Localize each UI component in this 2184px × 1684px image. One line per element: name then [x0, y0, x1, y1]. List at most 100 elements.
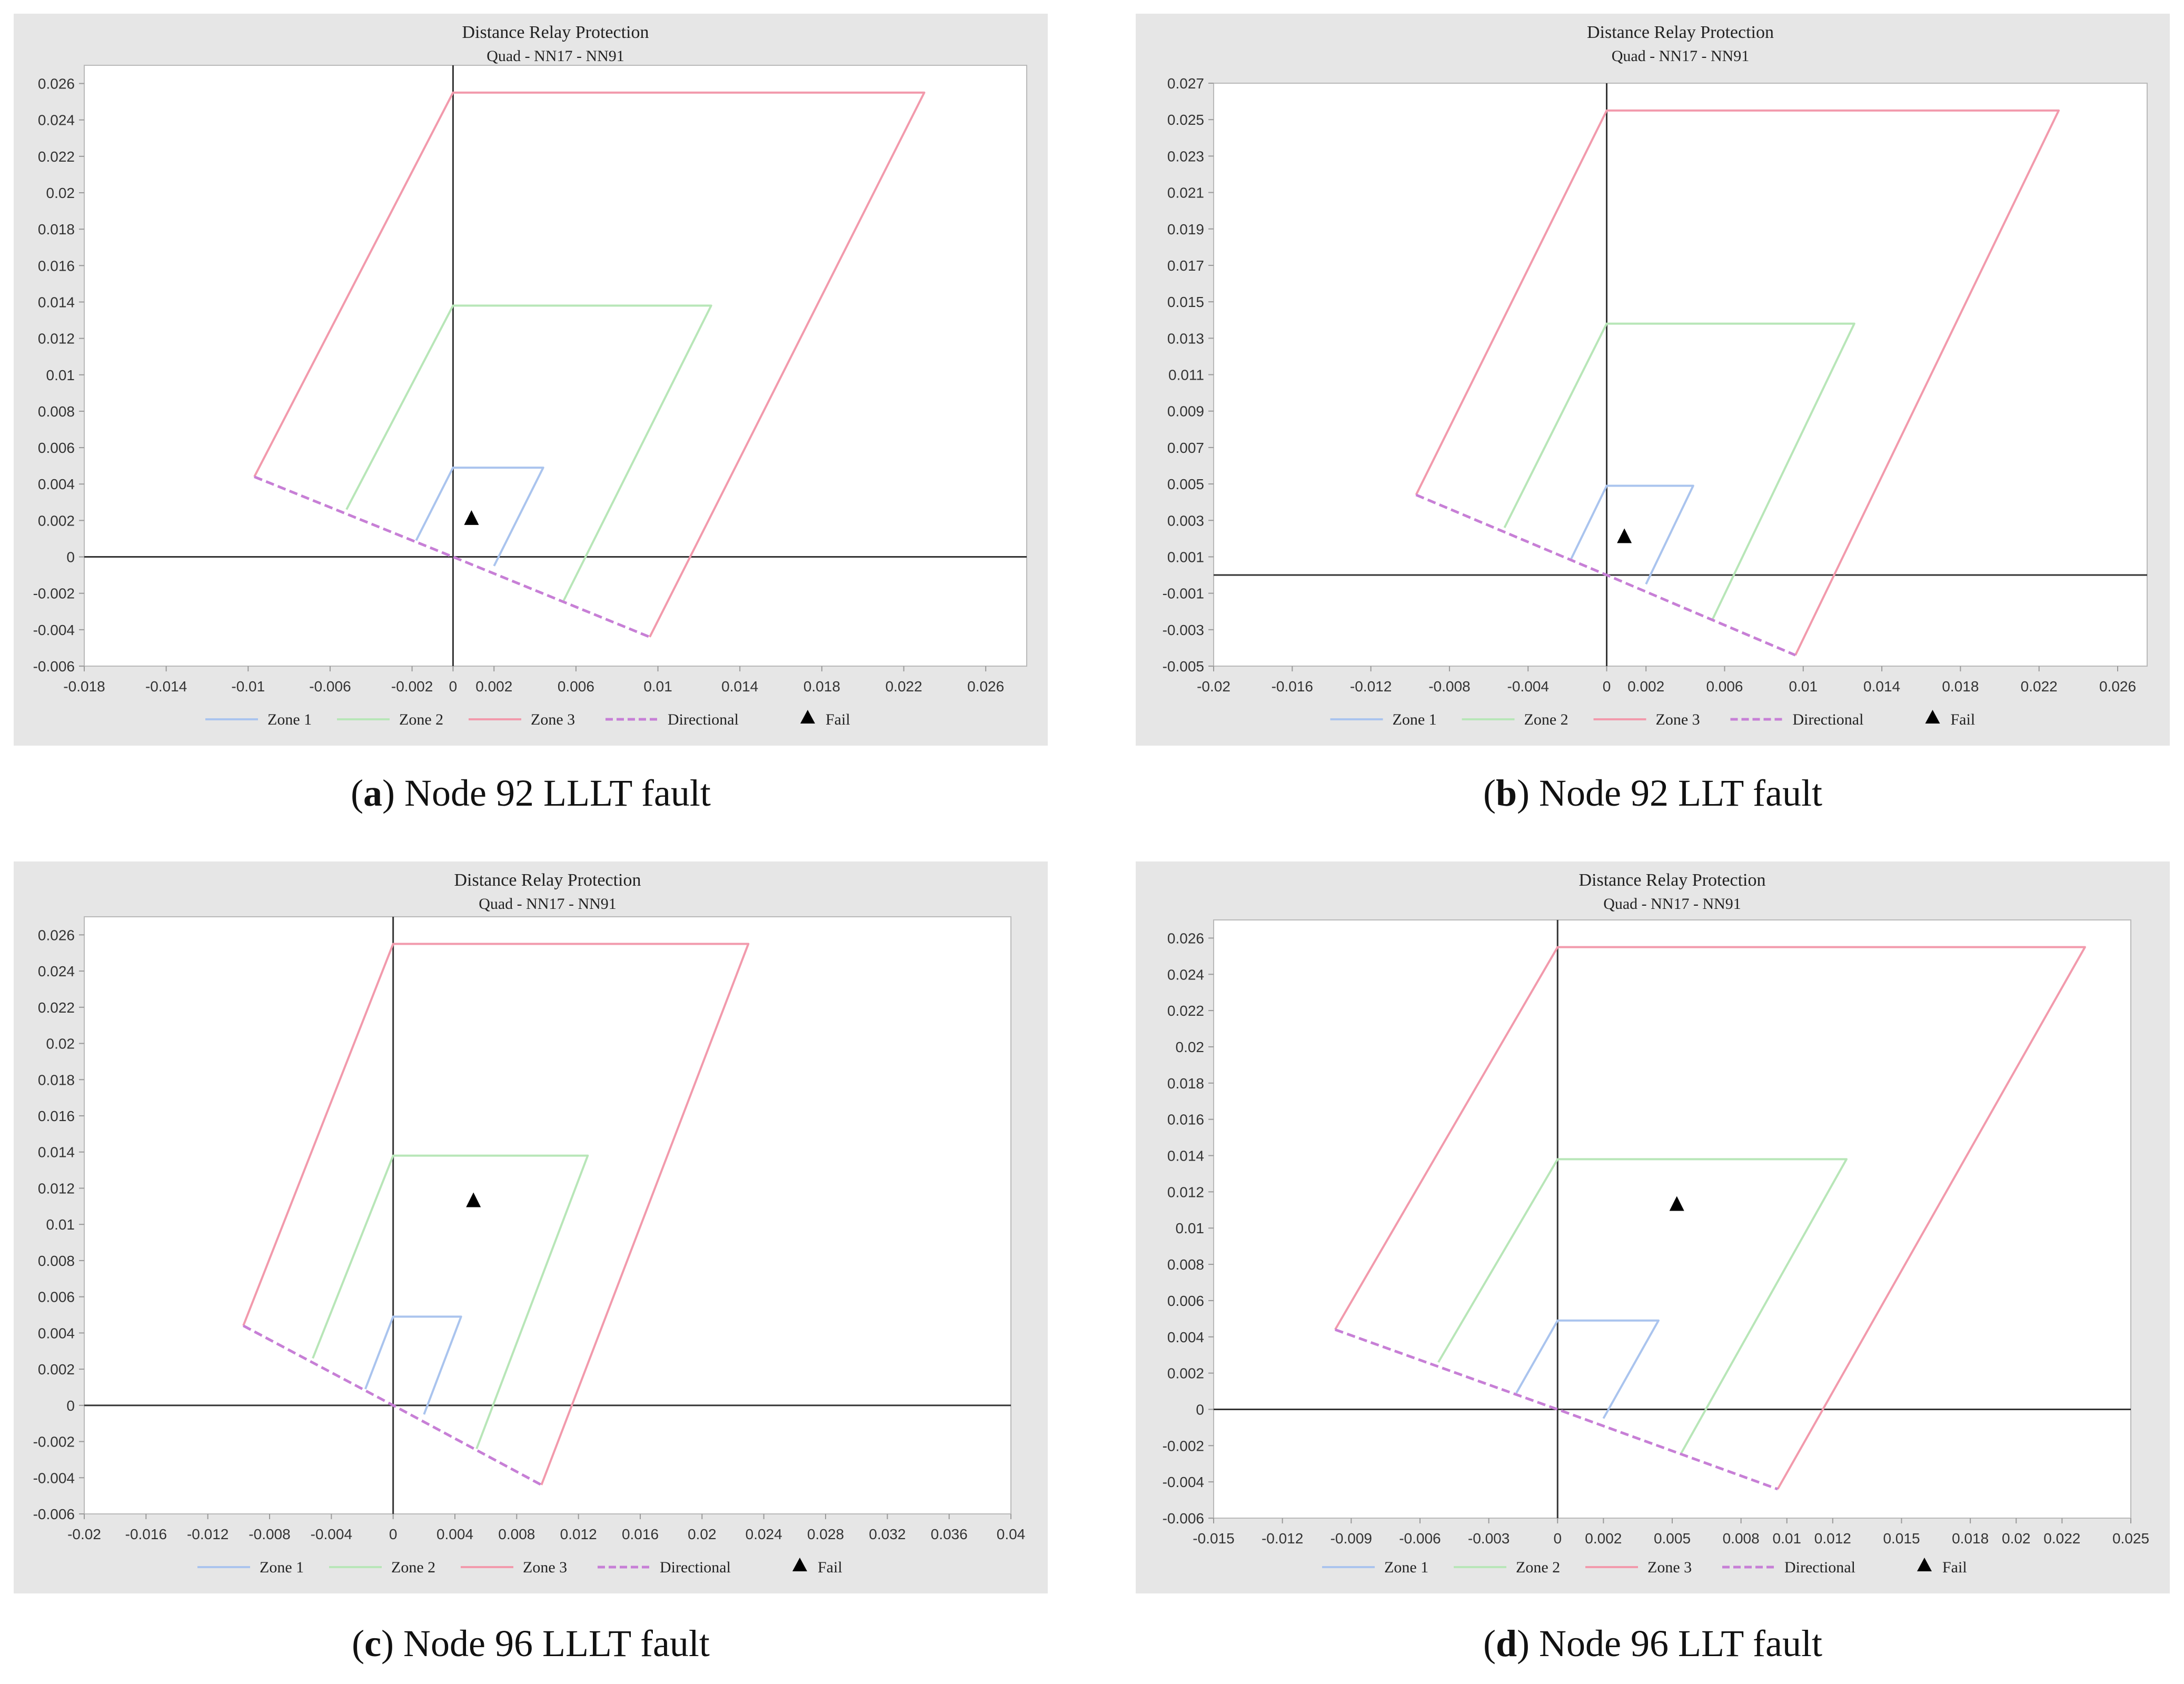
series-zone-1: [364, 1315, 462, 1415]
legend-label: Zone 2: [1524, 711, 1568, 728]
y-tick-label: 0.024: [1167, 966, 1204, 983]
y-tick-label: 0.021: [1167, 185, 1204, 201]
series-zone-3: [242, 943, 750, 1485]
series-zone-1: [415, 467, 544, 567]
legend-label: Fail: [826, 711, 850, 728]
legend-label: Directional: [1784, 1559, 1855, 1576]
chart-title: Distance Relay Protection: [1579, 870, 1765, 890]
x-tick-label: -0.008: [249, 1526, 290, 1542]
y-tick-label: 0.004: [38, 476, 75, 492]
caption-letter: c: [364, 1622, 382, 1665]
x-tick-label: 0.01: [1789, 678, 1818, 695]
y-tick-label: 0.004: [1167, 1329, 1204, 1345]
y-tick-label: 0.024: [38, 963, 75, 979]
x-tick-label: 0.014: [721, 678, 758, 695]
y-tick-label: 0.02: [1176, 1039, 1205, 1055]
x-tick-label: -0.012: [1350, 678, 1392, 695]
legend-label: Zone 3: [523, 1559, 567, 1576]
y-tick-label: 0.02: [46, 185, 75, 201]
x-tick-label: 0.036: [931, 1526, 968, 1542]
legend-fail-marker: [1917, 1558, 1932, 1571]
y-tick-label: 0.023: [1167, 148, 1204, 164]
x-tick-label: 0.002: [1585, 1530, 1622, 1547]
x-tick-label: 0.002: [475, 678, 512, 695]
x-tick-label: 0.016: [622, 1526, 659, 1542]
caption-text: Node 96 LLT fault: [1539, 1622, 1822, 1665]
y-tick-label: 0.014: [38, 1144, 75, 1161]
y-tick-label: 0.014: [1167, 1148, 1204, 1164]
y-tick-label: 0.003: [1167, 512, 1204, 529]
x-tick-label: -0.006: [309, 678, 351, 695]
x-tick-label: -0.015: [1193, 1530, 1234, 1547]
y-tick-label: 0.026: [1167, 930, 1204, 946]
y-tick-label: -0.006: [1163, 1510, 1204, 1527]
x-tick-label: -0.008: [1428, 678, 1470, 695]
x-tick-label: -0.02: [1197, 678, 1230, 695]
x-tick-label: 0.004: [436, 1526, 473, 1542]
series-zone-2: [345, 304, 712, 601]
y-tick-label: 0.012: [38, 331, 75, 347]
y-tick-label: 0.016: [1167, 1112, 1204, 1128]
x-tick-label: 0.022: [885, 678, 922, 695]
legend-label: Zone 3: [1647, 1559, 1692, 1576]
legend-label: Fail: [818, 1559, 842, 1576]
series-zone-1: [1570, 484, 1694, 585]
chart-subtitle: Quad - NN17 - NN91: [1603, 895, 1741, 913]
x-tick-label: -0.02: [67, 1526, 101, 1542]
legend-label: Directional: [668, 711, 739, 728]
plot-area: [84, 916, 1011, 1514]
plot-area: [84, 65, 1027, 667]
y-tick-label: -0.004: [1163, 1474, 1204, 1490]
y-tick-label: 0.009: [1167, 403, 1204, 420]
caption-a: (a) Node 92 LLLT fault: [351, 772, 711, 814]
x-tick-label: 0.018: [803, 678, 840, 695]
y-tick-label: 0.017: [1167, 257, 1204, 274]
y-tick-label: -0.006: [33, 1506, 75, 1522]
x-tick-label: 0.018: [1952, 1530, 1989, 1547]
legend-label: Zone 1: [1384, 1559, 1428, 1576]
caption-text: Node 92 LLLT fault: [404, 772, 711, 814]
x-tick-label: -0.012: [1262, 1530, 1303, 1547]
y-tick-label: 0: [66, 549, 75, 566]
y-tick-label: 0.011: [1168, 367, 1204, 383]
legend-label: Zone 2: [391, 1559, 435, 1576]
x-tick-label: -0.004: [311, 1526, 352, 1542]
x-tick-label: 0.025: [2112, 1530, 2149, 1547]
y-tick-label: 0.022: [38, 148, 75, 165]
series-zone-2: [1437, 1158, 1848, 1454]
y-tick-label: 0.018: [38, 1072, 75, 1088]
legend-label: Zone 3: [531, 711, 575, 728]
legend-label: Fail: [1951, 711, 1975, 728]
x-tick-label: 0.022: [2043, 1530, 2080, 1547]
y-tick-label: 0.007: [1167, 440, 1204, 456]
caption-c: (c) Node 96 LLLT fault: [352, 1622, 710, 1665]
y-tick-label: 0.01: [1176, 1220, 1205, 1236]
y-tick-label: -0.006: [33, 658, 75, 675]
x-tick-label: 0: [449, 678, 458, 695]
x-tick-label: 0.02: [688, 1526, 717, 1542]
series-directional: [1334, 1328, 1779, 1491]
fail-marker: [464, 510, 479, 525]
y-tick-label: 0.008: [38, 403, 75, 420]
legend-fail-marker: [1925, 710, 1940, 724]
x-tick-label: 0: [389, 1526, 398, 1542]
y-tick-label: 0.016: [38, 257, 75, 274]
y-tick-label: 0.02: [46, 1036, 75, 1052]
x-tick-label: -0.004: [1507, 678, 1549, 695]
legend-label: Zone 1: [260, 1559, 304, 1576]
y-tick-label: -0.004: [33, 622, 75, 638]
x-tick-label: 0.008: [498, 1526, 535, 1542]
y-tick-label: 0.016: [38, 1108, 75, 1124]
y-tick-label: 0.027: [1167, 75, 1204, 92]
caption-text: Node 96 LLLT fault: [403, 1622, 710, 1665]
x-tick-label: 0.01: [1773, 1530, 1802, 1547]
y-tick-label: 0.024: [38, 112, 75, 128]
chart-title: Distance Relay Protection: [1587, 23, 1774, 42]
y-tick-label: 0.022: [38, 999, 75, 1016]
y-tick-label: 0.026: [38, 76, 75, 92]
x-tick-label: -0.018: [63, 678, 105, 695]
series-zone-3: [1415, 109, 2060, 656]
plot-area: [1213, 83, 2148, 667]
